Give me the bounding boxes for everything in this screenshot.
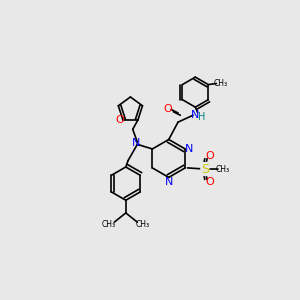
Text: CH₃: CH₃ bbox=[215, 165, 230, 174]
Text: CH₃: CH₃ bbox=[214, 79, 228, 88]
Text: CH₃: CH₃ bbox=[136, 220, 150, 229]
Text: O: O bbox=[115, 115, 124, 125]
Text: S: S bbox=[201, 163, 209, 176]
Text: N: N bbox=[191, 110, 200, 120]
Text: O: O bbox=[163, 104, 172, 114]
Text: N: N bbox=[132, 138, 140, 148]
Text: CH₃: CH₃ bbox=[101, 220, 116, 229]
Text: N: N bbox=[165, 177, 173, 187]
Text: O: O bbox=[205, 151, 214, 161]
Text: O: O bbox=[205, 177, 214, 187]
Text: N: N bbox=[185, 144, 194, 154]
Text: H: H bbox=[198, 112, 206, 122]
